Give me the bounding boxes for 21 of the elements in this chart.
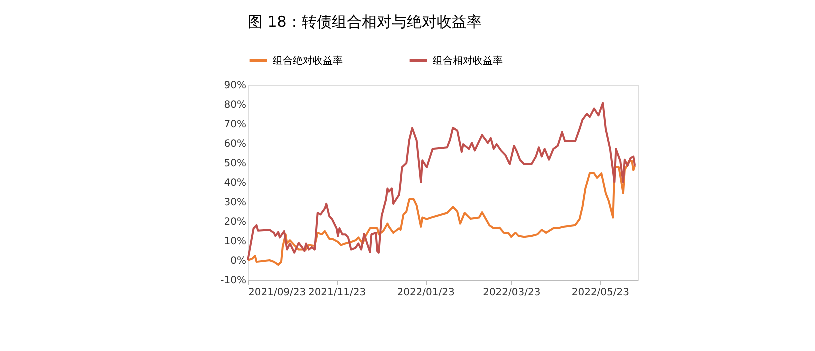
y-tick-label: 0% [230,256,246,267]
legend-label: 组合相对收益率 [433,54,503,67]
x-tick-label: 2021/09/23 [248,288,306,298]
y-tick-label: 10% [224,236,246,248]
line-series [247,160,636,266]
legend-label: 组合绝对收益率 [273,54,343,67]
chart-title: 图 18：转债组合相对与绝对收益率 [248,13,482,31]
y-tick-label: 70% [224,120,246,130]
y-tick-label: 30% [224,198,246,208]
y-tick-label: 20% [224,217,246,228]
y-tick-label: 50% [224,158,246,170]
x-tick-label: 2022/03/23 [483,288,541,298]
line-series [247,102,636,262]
x-tick-label: 2022/05/23 [572,288,630,298]
x-tick-label: 2021/11/23 [308,288,366,298]
y-tick-label: 60% [224,139,246,150]
y-tick-label: 40% [224,178,246,189]
y-tick-label: -10% [220,276,246,286]
y-tick-label: 80% [224,100,246,111]
x-tick-label: 2022/01/23 [397,288,455,298]
y-tick-label: 90% [224,80,246,92]
